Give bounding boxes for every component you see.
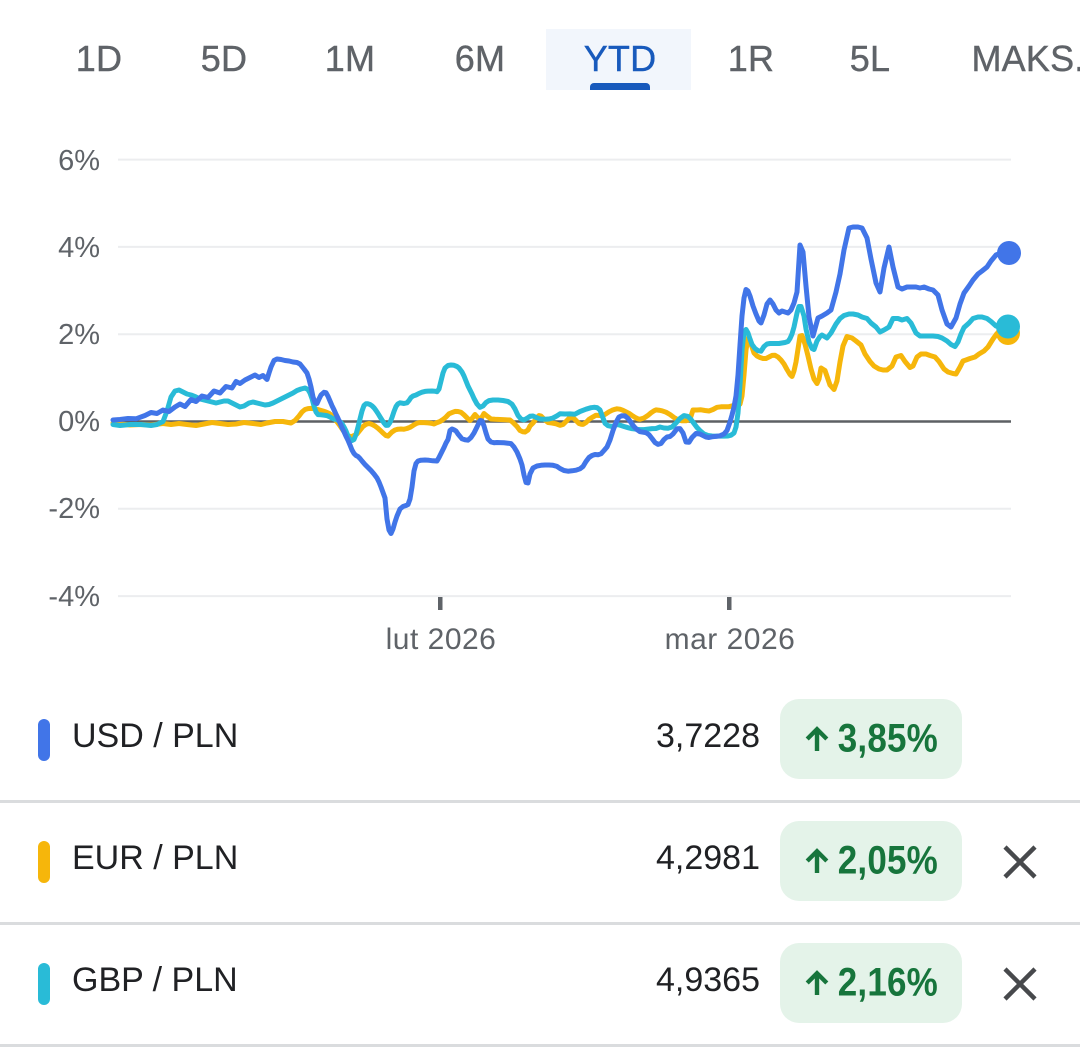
- svg-text:-2%: -2%: [48, 493, 100, 525]
- svg-text:4%: 4%: [58, 232, 100, 264]
- svg-text:lut 2026: lut 2026: [386, 623, 497, 656]
- svg-text:0%: 0%: [58, 406, 100, 438]
- svg-text:-4%: -4%: [48, 581, 100, 613]
- svg-text:mar 2026: mar 2026: [665, 623, 796, 656]
- svg-text:2%: 2%: [58, 319, 100, 351]
- svg-text:6%: 6%: [58, 145, 100, 177]
